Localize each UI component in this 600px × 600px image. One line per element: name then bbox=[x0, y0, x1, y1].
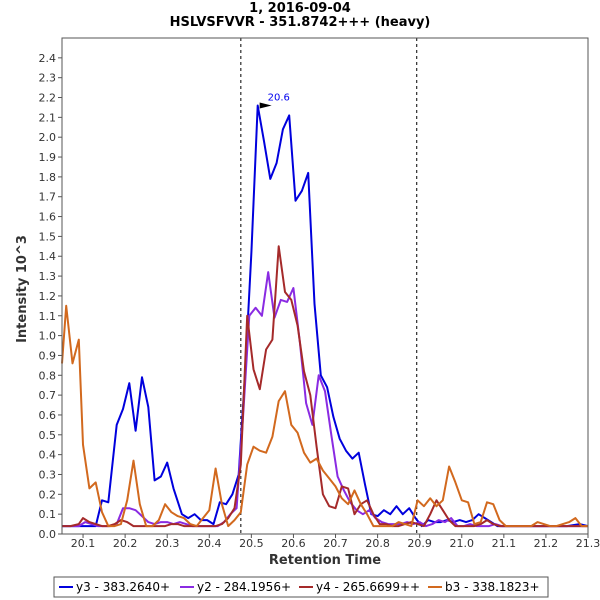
legend-label-y4: y4 - 265.6699++ bbox=[316, 580, 420, 594]
y-tick-label: 1.9 bbox=[39, 151, 57, 164]
legend-label-y3: y3 - 383.2640+ bbox=[76, 580, 170, 594]
peak-label: 20.6 bbox=[268, 92, 290, 103]
series-layer bbox=[61, 104, 589, 528]
chart-title-line1: 1, 2016-09-04 bbox=[249, 1, 351, 16]
peak-annotation: 20.6 bbox=[259, 92, 290, 109]
series-line-y3 bbox=[62, 104, 589, 528]
x-tick-label: 21.1 bbox=[492, 537, 517, 550]
y-tick-label: 1.4 bbox=[39, 250, 57, 263]
x-tick-label: 20.9 bbox=[407, 537, 432, 550]
legend-label-b3: b3 - 338.1823+ bbox=[445, 580, 540, 594]
y-tick-label: 0.7 bbox=[39, 389, 57, 402]
y-tick-label: 1.8 bbox=[39, 171, 57, 184]
y-tick-label: 2.0 bbox=[39, 131, 57, 144]
plot-frame bbox=[61, 37, 589, 535]
y-tick-label: 1.2 bbox=[39, 290, 57, 303]
x-tick-label: 20.1 bbox=[71, 537, 96, 550]
y-tick-label: 1.7 bbox=[39, 191, 57, 204]
legend-label-y2: y2 - 284.1956+ bbox=[197, 580, 291, 594]
series-line-b3 bbox=[61, 304, 588, 528]
series-line-y2 bbox=[62, 271, 588, 528]
y-tick-label: 0.0 bbox=[39, 528, 57, 541]
y-tick-label: 1.0 bbox=[39, 330, 57, 343]
x-tick-label: 20.3 bbox=[155, 537, 180, 550]
x-tick-label: 20.8 bbox=[365, 537, 390, 550]
x-tick-label: 21.2 bbox=[534, 537, 559, 550]
y-tick-label: 0.4 bbox=[39, 449, 57, 462]
y-tick-label: 0.8 bbox=[39, 369, 57, 382]
y-tick-label: 0.9 bbox=[39, 349, 57, 362]
y-tick-label: 0.6 bbox=[39, 409, 57, 422]
peak-marker-icon bbox=[259, 102, 272, 109]
x-tick-label: 20.6 bbox=[281, 537, 306, 550]
y-tick-label: 1.3 bbox=[39, 270, 57, 283]
x-axis-label: Retention Time bbox=[269, 553, 381, 568]
y-tick-label: 0.3 bbox=[39, 468, 57, 481]
peak-boundaries bbox=[240, 38, 418, 534]
series-line-y4 bbox=[62, 245, 588, 528]
y-tick-label: 2.2 bbox=[39, 92, 57, 105]
y-tick-label: 2.3 bbox=[39, 72, 57, 85]
y-tick-label: 0.2 bbox=[39, 488, 57, 501]
y-tick-label: 1.5 bbox=[39, 230, 57, 243]
tick-layer: 0.0 0.1 0.2 0.3 0.4 0.5 0.6 0.7 0.8 0.9 1.0 1.1 1.2 1… bbox=[39, 52, 600, 550]
x-tick-label: 20.5 bbox=[239, 537, 264, 550]
y-tick-label: 2.4 bbox=[39, 52, 57, 65]
y-axis-label: Intensity 10^3 bbox=[15, 235, 30, 343]
y-tick-label: 1.6 bbox=[39, 211, 57, 224]
chart-title-line2: HSLVSFVVR - 351.8742+++ (heavy) bbox=[170, 15, 431, 30]
y-tick-label: 1.1 bbox=[39, 310, 57, 323]
y-tick-label: 2.1 bbox=[39, 111, 57, 124]
x-tick-label: 21.0 bbox=[450, 537, 475, 550]
x-tick-label: 20.2 bbox=[113, 537, 138, 550]
x-tick-label: 20.7 bbox=[323, 537, 348, 550]
y-tick-label: 0.1 bbox=[39, 508, 57, 521]
x-tick-label: 20.4 bbox=[197, 537, 222, 550]
y-tick-label: 0.5 bbox=[39, 429, 57, 442]
legend: y3 - 383.2640+ y2 - 284.1956+ y4 - 265.6… bbox=[53, 576, 549, 598]
x-tick-label: 21.3 bbox=[576, 537, 600, 550]
